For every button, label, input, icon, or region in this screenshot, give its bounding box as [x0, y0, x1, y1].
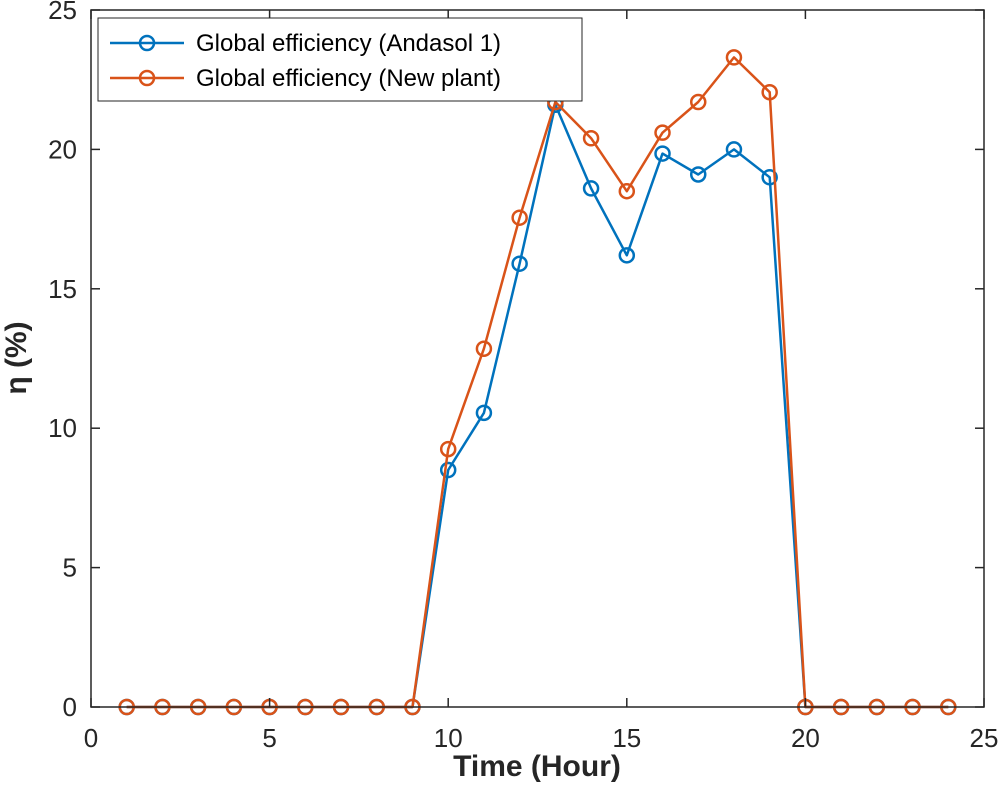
data-point-new-plant [618, 182, 636, 200]
y-tick-label: 15 [48, 274, 77, 304]
axes-box [90, 9, 985, 708]
data-point-andasol [511, 255, 528, 272]
x-tick-label: 0 [84, 723, 98, 753]
data-point-new-plant [511, 209, 528, 226]
legend-marker-andasol [138, 34, 156, 52]
data-point-andasol [725, 141, 743, 158]
data-point-new-plant [654, 124, 671, 141]
y-axis-title: η (%) [0, 321, 33, 394]
data-point-andasol [654, 145, 671, 162]
ticks-layer [90, 9, 985, 708]
data-point-new-plant [475, 340, 493, 357]
legend-label-andasol: Global efficiency (Andasol 1) [196, 30, 501, 57]
legend-label-new-plant: Global efficiency (New plant) [196, 65, 501, 92]
legend: Global efficiency (Andasol 1) Global eff… [97, 17, 583, 102]
data-point-andasol [761, 169, 778, 186]
y-tick-label: 25 [48, 0, 77, 25]
x-axis-title: Time (Hour) [453, 750, 621, 783]
x-tick-label: 20 [791, 723, 820, 753]
data-point-new-plant [725, 49, 743, 66]
data-point-andasol [618, 247, 636, 264]
x-tick-label: 5 [262, 723, 276, 753]
y-tick-label: 10 [48, 413, 77, 443]
data-point-andasol [475, 404, 493, 422]
y-tick-label: 20 [48, 134, 77, 164]
data-point-new-plant [439, 440, 457, 458]
plot-area [91, 10, 984, 707]
legend-marker-new-plant [138, 69, 156, 87]
data-point-andasol [439, 461, 457, 479]
data-point-new-plant [582, 129, 600, 147]
data-point-andasol [582, 180, 600, 197]
x-tick-label: 10 [434, 723, 463, 753]
data-point-andasol [689, 166, 707, 183]
y-tick-label: 0 [63, 692, 77, 722]
tick-labels-layer: 0 5 10 15 20 25 0 5 10 15 20 25 [48, 0, 998, 753]
legend-box [97, 17, 583, 102]
x-tick-label: 15 [612, 723, 641, 753]
y-tick-label: 5 [63, 553, 77, 583]
x-tick-label: 25 [970, 723, 999, 753]
data-point-new-plant [761, 83, 778, 101]
data-point-new-plant [689, 93, 707, 111]
